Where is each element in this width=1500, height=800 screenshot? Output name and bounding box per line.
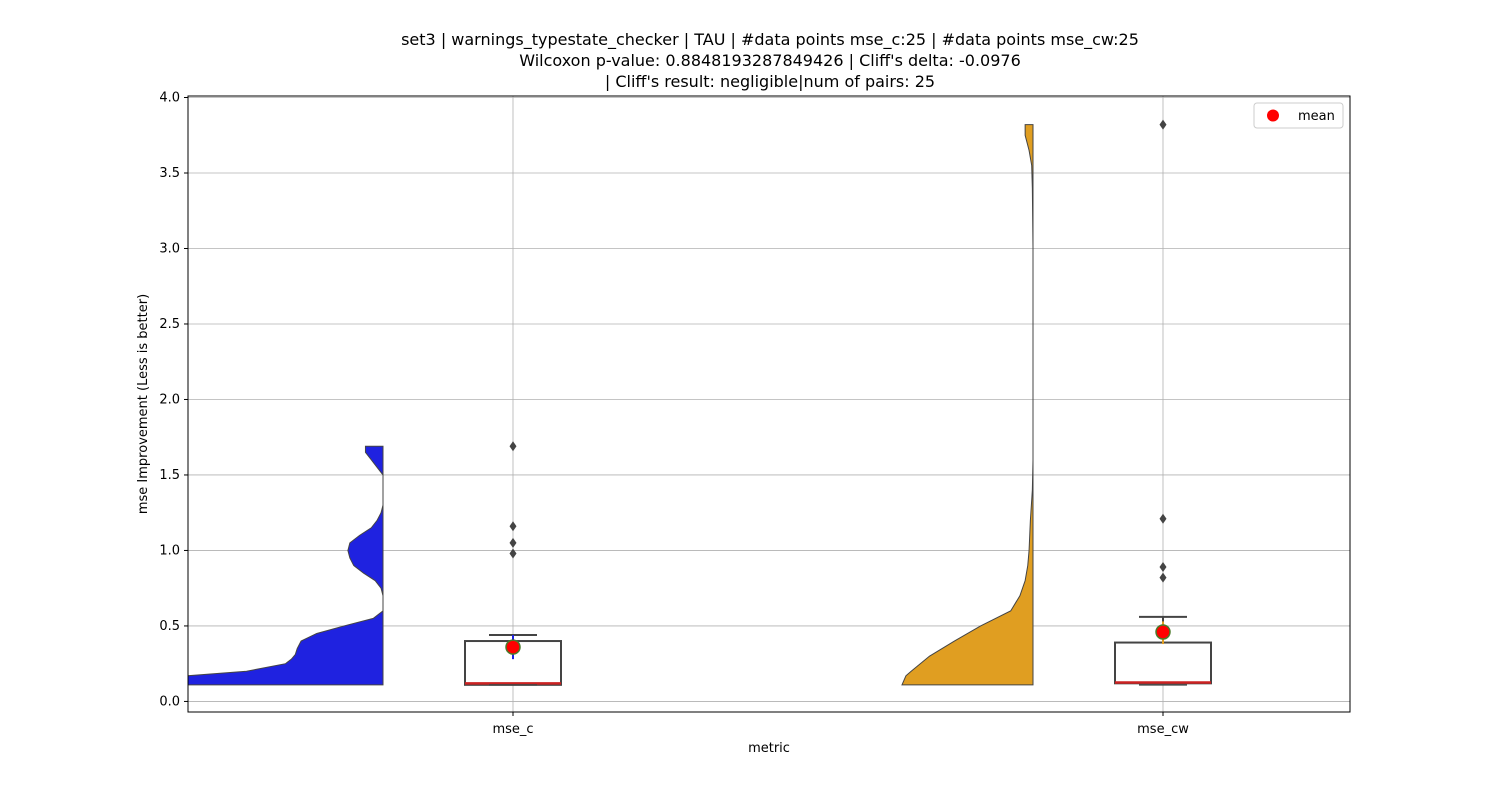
x-axis-label: metric xyxy=(748,741,790,756)
y-tick-label: 0.0 xyxy=(159,694,180,709)
outlier-point xyxy=(509,537,517,548)
legend: mean xyxy=(1253,102,1344,129)
plot-frame xyxy=(187,95,1351,713)
violin-mse_c xyxy=(187,445,384,686)
chart-title-line-1: set3 | warnings_typestate_checker | TAU … xyxy=(401,30,1139,49)
chart-title-line-2: Wilcoxon p-value: 0.8848193287849426 | C… xyxy=(519,51,1021,70)
y-tick-label: 4.0 xyxy=(159,91,180,106)
mean-point-mse_cw xyxy=(1155,624,1171,640)
outlier-point xyxy=(1159,562,1167,573)
box-mse_cw xyxy=(1114,641,1212,685)
violins xyxy=(187,124,1034,686)
y-tick-label: 1.5 xyxy=(159,468,180,483)
y-axis-label: mse Improvement (Less is better) xyxy=(136,294,151,514)
chart-title-line-3: | Cliff's result: negligible|num of pair… xyxy=(604,72,936,91)
outlier-point xyxy=(1159,513,1167,524)
y-tick-label: 2.5 xyxy=(159,317,180,332)
x-tick-label-mse_cw: mse_cw xyxy=(1137,722,1189,737)
outlier-point xyxy=(509,441,517,452)
y-tick-label: 1.0 xyxy=(159,543,180,558)
x-tick-label-mse_c: mse_c xyxy=(492,722,533,737)
boxplots xyxy=(464,119,1212,686)
legend-box xyxy=(1253,102,1344,129)
legend-mean-marker xyxy=(1267,109,1279,122)
y-tick-label: 3.0 xyxy=(159,241,180,256)
mean-point-mse_c xyxy=(505,639,521,655)
outlier-point xyxy=(509,521,517,532)
outlier-point xyxy=(1159,572,1167,583)
grid xyxy=(188,96,1350,712)
y-tick-label: 2.0 xyxy=(159,392,180,407)
outlier-point xyxy=(509,548,517,559)
violin-mse_cw xyxy=(901,124,1034,686)
axis-ticks: 0.0 0.5 1.0 1.5 2.0 2.5 3.0 3.5 4.0 mse_c mse_cw xyxy=(159,91,1189,737)
outlier-point xyxy=(1159,119,1167,130)
legend-mean-label: mean xyxy=(1298,109,1335,124)
y-tick-label: 0.5 xyxy=(159,619,180,634)
means xyxy=(505,621,1171,660)
y-tick-label: 3.5 xyxy=(159,166,180,181)
